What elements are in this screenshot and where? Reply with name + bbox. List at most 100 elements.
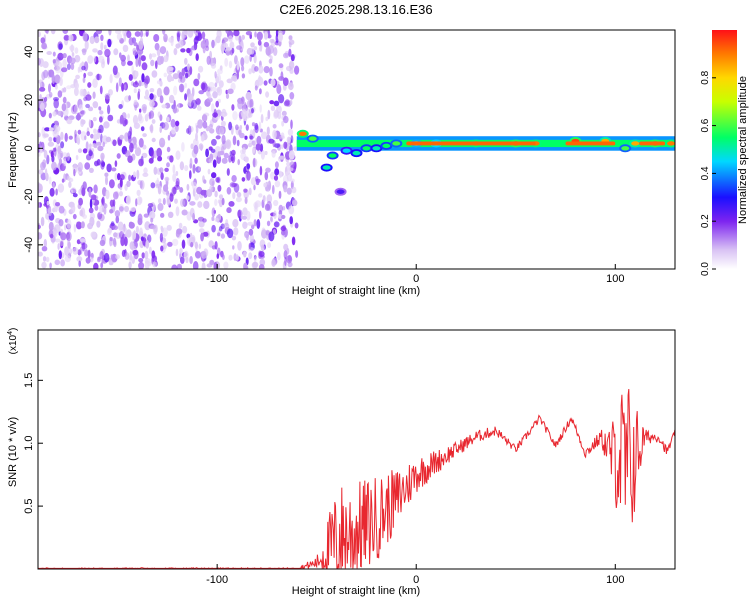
noise-blob bbox=[150, 182, 156, 189]
noise-blob bbox=[278, 94, 285, 104]
noise-blob bbox=[48, 112, 52, 119]
noise-blob bbox=[237, 159, 240, 166]
noise-blob bbox=[237, 241, 242, 251]
noise-blob bbox=[216, 253, 220, 259]
top-y-label: Frequency (Hz) bbox=[7, 112, 19, 188]
noise-blob bbox=[89, 212, 95, 220]
noise-blob bbox=[53, 230, 58, 238]
noise-blob bbox=[105, 175, 108, 186]
noise-blob bbox=[150, 217, 154, 223]
noise-blob bbox=[211, 216, 215, 221]
noise-blob bbox=[175, 248, 179, 257]
noise-blob bbox=[259, 46, 262, 52]
noise-blob bbox=[156, 80, 162, 85]
noise-blob bbox=[138, 158, 144, 167]
noise-blob bbox=[38, 251, 43, 257]
noise-blob bbox=[155, 60, 158, 69]
noise-blob bbox=[215, 177, 220, 183]
noise-blob bbox=[77, 162, 83, 172]
y-multiplier-base: (x10 bbox=[8, 334, 19, 354]
y-tick-label: 40 bbox=[23, 46, 35, 58]
noise-blob bbox=[175, 171, 179, 176]
noise-blob bbox=[149, 124, 153, 132]
noise-blob bbox=[57, 52, 64, 61]
noise-blob bbox=[160, 245, 164, 252]
noise-blob bbox=[54, 238, 61, 243]
noise-blob bbox=[81, 65, 86, 71]
noise-blob bbox=[244, 232, 249, 239]
noise-blob bbox=[151, 119, 156, 124]
noise-blob bbox=[232, 219, 239, 228]
noise-blob bbox=[139, 30, 144, 38]
noise-blob bbox=[72, 247, 79, 255]
noise-blob bbox=[141, 62, 148, 71]
noise-blob bbox=[186, 195, 190, 201]
noise-blob bbox=[163, 184, 169, 192]
noise-blob bbox=[186, 47, 191, 54]
noise-blob bbox=[220, 120, 226, 127]
noise-blob bbox=[248, 68, 252, 75]
noise-blob bbox=[236, 192, 242, 198]
noise-blob bbox=[278, 155, 285, 160]
noise-blob bbox=[273, 210, 277, 220]
noise-blob bbox=[139, 37, 144, 45]
noise-blob bbox=[226, 78, 233, 84]
noise-blob bbox=[190, 143, 194, 150]
noise-blob bbox=[82, 77, 86, 83]
noise-blob bbox=[143, 32, 146, 37]
noise-blob bbox=[243, 262, 248, 269]
noise-blob bbox=[39, 94, 42, 101]
noise-blob bbox=[271, 150, 276, 158]
noise-blob bbox=[270, 39, 275, 48]
noise-blob bbox=[50, 30, 56, 35]
noise-blob bbox=[231, 149, 236, 156]
noise-blob bbox=[41, 261, 47, 269]
noise-blob bbox=[62, 58, 67, 68]
noise-blob bbox=[52, 182, 55, 189]
noise-blob bbox=[249, 98, 254, 109]
noise-blob bbox=[214, 190, 218, 198]
noise-blob bbox=[112, 225, 118, 230]
noise-blob bbox=[248, 187, 252, 196]
noise-blob bbox=[211, 207, 216, 217]
noise-blob bbox=[246, 170, 251, 181]
noise-blob bbox=[211, 138, 217, 146]
noise-blob bbox=[255, 143, 261, 151]
noise-blob bbox=[288, 42, 292, 48]
noise-blob bbox=[38, 232, 43, 240]
noise-blob bbox=[202, 218, 207, 223]
noise-blob bbox=[77, 66, 81, 74]
noise-blob bbox=[241, 34, 245, 40]
colorbar bbox=[712, 30, 737, 269]
noise-blob bbox=[221, 134, 226, 145]
noise-blob bbox=[68, 34, 74, 42]
noise-blob bbox=[282, 206, 286, 211]
noise-blob bbox=[133, 42, 138, 47]
noise-blob bbox=[192, 261, 199, 269]
noise-blob bbox=[93, 143, 98, 149]
noise-blob bbox=[55, 188, 58, 196]
noise-blob bbox=[241, 73, 246, 79]
noise-blob bbox=[259, 104, 262, 113]
noise-blob bbox=[192, 212, 196, 222]
noise-blob bbox=[200, 134, 205, 142]
noise-blob bbox=[167, 134, 171, 141]
noise-blob bbox=[77, 249, 82, 256]
noise-blob bbox=[289, 92, 295, 100]
noise-blob bbox=[265, 116, 269, 122]
noise-blob bbox=[162, 122, 169, 131]
noise-blob bbox=[203, 179, 207, 184]
noise-blob bbox=[90, 133, 94, 139]
noise-blob bbox=[273, 109, 279, 118]
noise-blob bbox=[100, 160, 105, 170]
noise-blob bbox=[215, 100, 219, 108]
noise-blob bbox=[278, 76, 285, 81]
noise-blob bbox=[258, 264, 265, 269]
noise-blob bbox=[233, 227, 239, 236]
noise-blob bbox=[217, 232, 221, 237]
noise-blob bbox=[206, 55, 211, 65]
noise-blob bbox=[98, 106, 102, 111]
noise-blob bbox=[97, 145, 104, 152]
x-tick-label: 0 bbox=[413, 574, 419, 586]
noise-blob bbox=[211, 172, 217, 179]
